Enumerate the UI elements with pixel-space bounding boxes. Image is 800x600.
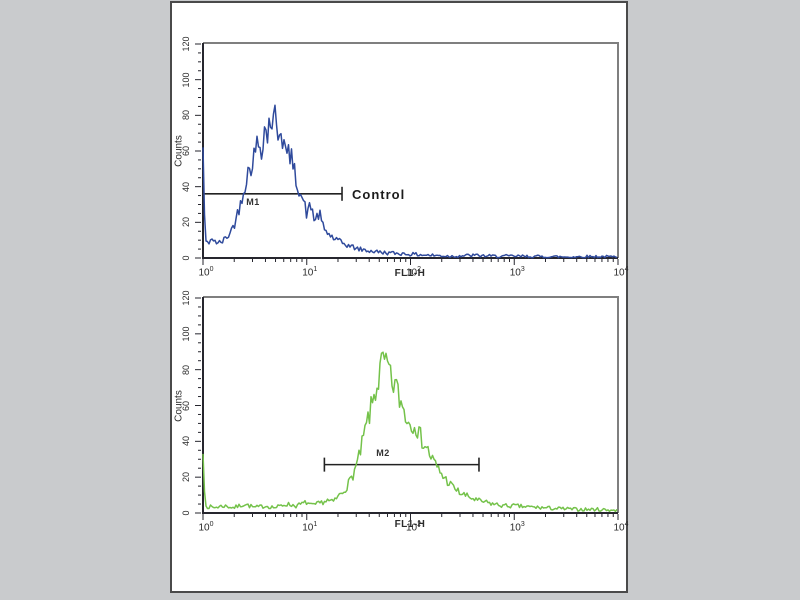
x-tick-label: 100	[198, 521, 214, 534]
marker-m2-label: M2	[376, 448, 390, 458]
y-tick-label: 40	[181, 181, 191, 192]
y-tick-label: 120	[181, 36, 191, 52]
x-tick-label: 103	[509, 266, 525, 279]
y-tick-label: 40	[181, 436, 191, 447]
y-tick-label: 20	[181, 472, 191, 483]
x-tick-label: 102	[405, 521, 422, 534]
y-tick-label: 100	[181, 326, 191, 342]
x-tick-label: 104	[613, 266, 629, 279]
y-tick-label: 0	[181, 510, 191, 516]
control-annotation: Control	[352, 187, 406, 202]
x-tick-label: 103	[509, 521, 525, 534]
x-tick-label: 101	[302, 521, 318, 534]
figure-panel	[170, 1, 628, 593]
y-tick-label: 80	[181, 110, 191, 121]
y-axis-title-bottom: Counts	[173, 390, 185, 422]
marker-m1-label: M1	[246, 197, 260, 207]
y-axis-title-top: Counts	[173, 135, 185, 167]
x-axis-title-top: FL1-H	[394, 268, 426, 279]
x-axis-title-bottom: FL1-H	[394, 519, 426, 530]
y-tick-label: 120	[181, 290, 191, 306]
x-tick-label: 100	[198, 266, 214, 279]
x-tick-label: 101	[302, 266, 318, 279]
x-tick-label: 104	[613, 521, 629, 534]
y-tick-label: 0	[181, 255, 191, 261]
y-tick-label: 80	[181, 364, 191, 375]
y-tick-label: 100	[181, 72, 191, 88]
y-tick-label: 20	[181, 217, 191, 228]
x-tick-label: 102	[405, 266, 422, 279]
